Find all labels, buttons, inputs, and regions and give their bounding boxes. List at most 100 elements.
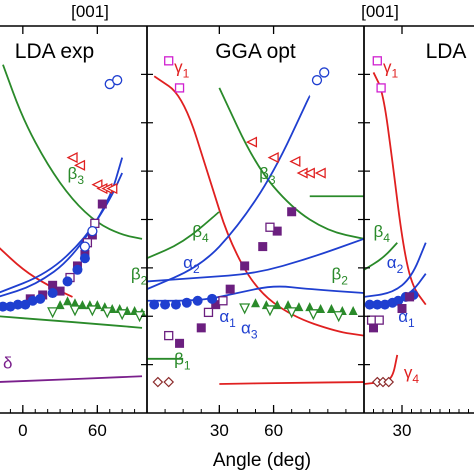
point-green-open-triangles <box>86 305 98 317</box>
point-magenta-open-squares <box>164 56 174 66</box>
series-label: β3 <box>68 164 85 187</box>
point-purple-filled-squares <box>55 286 65 296</box>
point-blue-open-circles <box>319 67 330 78</box>
point-green-filled-triangles <box>77 300 87 310</box>
point-red-open-triangles <box>289 155 301 168</box>
point-purple-filled-squares <box>405 292 415 302</box>
series-label: α1 <box>219 307 236 330</box>
point-blue-open-circles <box>112 75 123 86</box>
point-blue-filled-circles <box>35 293 46 304</box>
point-purple-open-squares <box>218 296 228 306</box>
point-purple-open-squares <box>265 222 275 232</box>
series-label: β4 <box>192 222 209 245</box>
point-red-open-triangles <box>267 152 279 164</box>
point-purple-open-squares <box>374 315 384 325</box>
point-purple-filled-squares <box>397 304 407 314</box>
point-magenta-open-squares <box>174 83 185 93</box>
point-green-filled-triangles <box>272 300 282 310</box>
panel-title: GGA opt <box>215 40 296 63</box>
point-magenta-open-squares <box>372 56 382 66</box>
point-purple-open-squares <box>203 307 214 318</box>
point-red-open-triangles <box>314 167 326 179</box>
point-red-open-triangles <box>73 159 86 171</box>
point-blue-filled-circles <box>170 299 181 310</box>
point-purple-open-diamonds <box>383 376 395 388</box>
curve-blue-1 <box>364 242 427 298</box>
curve-purple <box>0 375 143 383</box>
series-label: β2 <box>331 264 348 287</box>
point-blue-filled-circles <box>72 264 83 275</box>
curve-red-gamma1 <box>372 72 427 306</box>
point-green-filled-triangles <box>348 305 358 315</box>
point-magenta-open-squares <box>376 83 386 93</box>
point-purple-filled-squares <box>272 226 282 236</box>
point-blue-filled-circles <box>62 276 73 287</box>
series-label: γ1 <box>383 57 399 80</box>
top-labels: [001] [001] <box>71 2 399 21</box>
point-red-open-triangles <box>91 179 103 191</box>
x-tick-label: 0 <box>18 421 27 440</box>
series-label: α2 <box>387 253 404 276</box>
series-label: β1 <box>174 350 191 373</box>
point-green-open-triangles <box>286 307 298 319</box>
panel-title: LDA <box>426 40 467 63</box>
point-green-open-triangles <box>239 303 251 315</box>
point-red-open-triangles <box>245 136 258 148</box>
point-purple-filled-squares <box>225 284 235 294</box>
series-label: γ4 <box>404 363 420 386</box>
point-green-open-triangles <box>264 305 276 317</box>
series-label: α3 <box>241 319 258 342</box>
x-tick-label: 60 <box>88 421 107 440</box>
point-blue-filled-circles <box>0 301 8 312</box>
point-purple-filled-squares <box>258 242 268 252</box>
panel-2: γ1 β4 α2 α1 γ4 LDA 30 <box>363 25 474 440</box>
point-blue-filled-circles <box>207 293 218 304</box>
panel-plot-area: β3 β2 δ <box>0 64 148 383</box>
series-label: δ <box>3 353 12 372</box>
point-blue-open-circles-low <box>79 241 91 252</box>
series-label: β2 <box>131 264 148 287</box>
point-blue-filled-circles <box>393 295 404 306</box>
curve-green-upper <box>2 64 143 240</box>
point-green-open-triangles <box>47 307 59 319</box>
point-green-filled-triangles <box>283 300 293 310</box>
top-label-0: [001] <box>71 2 109 21</box>
point-green-open-triangles <box>333 311 345 323</box>
point-purple-open-diamonds <box>152 376 164 388</box>
x-tick-label: 60 <box>264 421 283 440</box>
series-label: α2 <box>183 253 200 276</box>
panel-plot-area: γ1 β4 α2 α1 γ4 <box>364 56 427 388</box>
series-label: γ1 <box>174 57 190 80</box>
point-purple-open-diamonds <box>163 376 175 388</box>
point-green-open-triangles <box>101 307 113 319</box>
series-label: α1 <box>398 307 415 330</box>
x-axis-label: Angle (deg) <box>213 450 311 471</box>
series-label: β4 <box>374 222 391 245</box>
point-purple-filled-squares <box>196 323 206 333</box>
point-green-filled-triangles <box>305 302 315 312</box>
point-blue-filled-circles <box>192 295 203 306</box>
point-blue-filled-circles <box>12 299 23 310</box>
top-label-1: [001] <box>361 2 399 21</box>
panel-title: LDA exp <box>15 40 94 63</box>
point-purple-filled-squares <box>97 199 107 209</box>
x-tick-label: 30 <box>393 421 412 440</box>
point-blue-filled-circles <box>364 299 375 310</box>
point-purple-open-squares <box>164 330 174 341</box>
curve-green-beta3 <box>218 87 364 240</box>
point-purple-filled-squares <box>175 338 185 348</box>
curve-green-lower <box>0 315 143 329</box>
curve-green-beta4 <box>147 211 220 260</box>
panel-1: γ1 β3 β4 α2 β2 α1 α3 β1 GGA opt 30 60 <box>146 25 365 440</box>
point-blue-filled-circles <box>372 299 383 310</box>
point-green-filled-triangles <box>70 298 80 308</box>
point-blue-filled-circles <box>379 299 390 310</box>
x-tick-label: 30 <box>210 421 229 440</box>
point-blue-filled-circles <box>160 299 171 310</box>
curve-blue-2 <box>147 238 364 283</box>
point-green-filled-triangles <box>251 298 260 308</box>
point-purple-open-squares <box>366 315 377 325</box>
point-blue-filled-circles <box>20 299 31 310</box>
